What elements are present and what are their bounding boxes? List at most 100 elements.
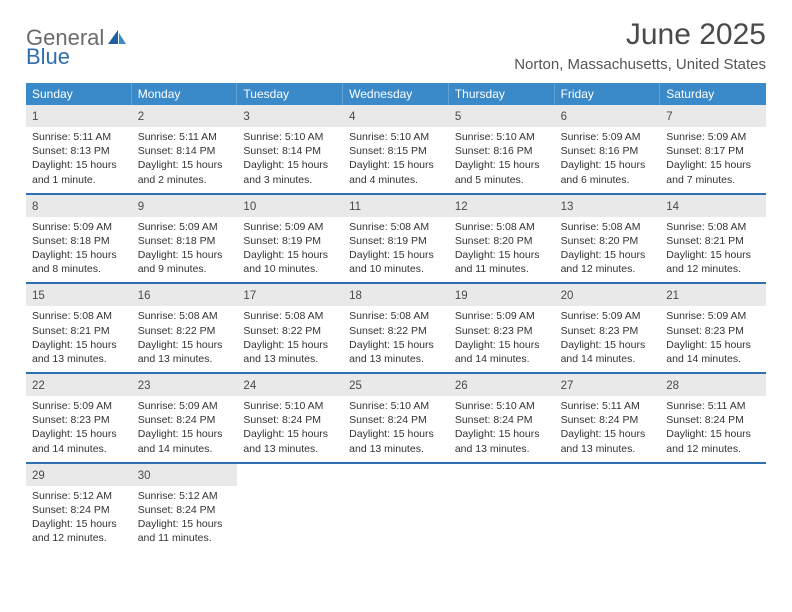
page-subtitle: Norton, Massachusetts, United States (514, 56, 766, 73)
sunset-line: Sunset: 8:19 PM (243, 234, 337, 248)
daynum-row: 22 (26, 374, 132, 396)
day-number: 20 (561, 290, 574, 302)
day-cell: 30Sunrise: 5:12 AMSunset: 8:24 PMDayligh… (132, 464, 238, 552)
daynum-row: 11 (343, 195, 449, 217)
sunset-line: Sunset: 8:22 PM (349, 324, 443, 338)
day-cell: 16Sunrise: 5:08 AMSunset: 8:22 PMDayligh… (132, 284, 238, 372)
sunset-line: Sunset: 8:17 PM (666, 144, 760, 158)
daynum-row: 15 (26, 284, 132, 306)
daylight-line: Daylight: 15 hours and 12 minutes. (561, 248, 655, 276)
day-cell: 20Sunrise: 5:09 AMSunset: 8:23 PMDayligh… (555, 284, 661, 372)
day-cell: 24Sunrise: 5:10 AMSunset: 8:24 PMDayligh… (237, 374, 343, 462)
daylight-line: Daylight: 15 hours and 12 minutes. (32, 517, 126, 545)
dayhead-monday: Monday (132, 83, 238, 105)
daylight-line: Daylight: 15 hours and 13 minutes. (455, 427, 549, 455)
sunset-line: Sunset: 8:24 PM (666, 413, 760, 427)
daynum-row: 26 (449, 374, 555, 396)
daylight-line: Daylight: 15 hours and 11 minutes. (138, 517, 232, 545)
daynum-row: 17 (237, 284, 343, 306)
day-number: 12 (455, 201, 468, 213)
day-cell: 3Sunrise: 5:10 AMSunset: 8:14 PMDaylight… (237, 105, 343, 193)
sunset-line: Sunset: 8:14 PM (138, 144, 232, 158)
day-cell (555, 464, 661, 552)
daynum-row: 30 (132, 464, 238, 486)
daynum-row: 10 (237, 195, 343, 217)
day-cell (660, 464, 766, 552)
sunrise-line: Sunrise: 5:09 AM (138, 399, 232, 413)
day-cell: 11Sunrise: 5:08 AMSunset: 8:19 PMDayligh… (343, 195, 449, 283)
daynum-row: 7 (660, 105, 766, 127)
daynum-row: 1 (26, 105, 132, 127)
day-cell: 14Sunrise: 5:08 AMSunset: 8:21 PMDayligh… (660, 195, 766, 283)
day-cell: 22Sunrise: 5:09 AMSunset: 8:23 PMDayligh… (26, 374, 132, 462)
daylight-line: Daylight: 15 hours and 4 minutes. (349, 158, 443, 186)
sunrise-line: Sunrise: 5:09 AM (138, 220, 232, 234)
day-number: 5 (455, 111, 461, 123)
daynum-row: 4 (343, 105, 449, 127)
daynum-row: 25 (343, 374, 449, 396)
day-cell: 7Sunrise: 5:09 AMSunset: 8:17 PMDaylight… (660, 105, 766, 193)
sunrise-line: Sunrise: 5:09 AM (666, 309, 760, 323)
brand-part2-wrap: Blue (26, 44, 70, 70)
day-cell: 15Sunrise: 5:08 AMSunset: 8:21 PMDayligh… (26, 284, 132, 372)
sunset-line: Sunset: 8:16 PM (455, 144, 549, 158)
sunrise-line: Sunrise: 5:08 AM (561, 220, 655, 234)
sunset-line: Sunset: 8:24 PM (243, 413, 337, 427)
day-cell: 5Sunrise: 5:10 AMSunset: 8:16 PMDaylight… (449, 105, 555, 193)
daylight-line: Daylight: 15 hours and 13 minutes. (138, 338, 232, 366)
sunrise-line: Sunrise: 5:10 AM (349, 130, 443, 144)
daylight-line: Daylight: 15 hours and 12 minutes. (666, 248, 760, 276)
sunset-line: Sunset: 8:22 PM (243, 324, 337, 338)
daylight-line: Daylight: 15 hours and 6 minutes. (561, 158, 655, 186)
sunset-line: Sunset: 8:15 PM (349, 144, 443, 158)
brand-part2: Blue (26, 44, 70, 69)
weeks-container: 1Sunrise: 5:11 AMSunset: 8:13 PMDaylight… (26, 105, 766, 551)
daynum-row: 14 (660, 195, 766, 217)
sunset-line: Sunset: 8:24 PM (561, 413, 655, 427)
day-cell: 6Sunrise: 5:09 AMSunset: 8:16 PMDaylight… (555, 105, 661, 193)
title-block: June 2025 Norton, Massachusetts, United … (514, 18, 766, 73)
sunset-line: Sunset: 8:24 PM (349, 413, 443, 427)
sunrise-line: Sunrise: 5:08 AM (455, 220, 549, 234)
day-cell (449, 464, 555, 552)
day-number: 18 (349, 290, 362, 302)
sunrise-line: Sunrise: 5:10 AM (349, 399, 443, 413)
day-number: 1 (32, 111, 38, 123)
daynum-row: 28 (660, 374, 766, 396)
day-number: 29 (32, 470, 45, 482)
daynum-row: 13 (555, 195, 661, 217)
day-cell: 23Sunrise: 5:09 AMSunset: 8:24 PMDayligh… (132, 374, 238, 462)
day-cell (237, 464, 343, 552)
sunset-line: Sunset: 8:19 PM (349, 234, 443, 248)
daylight-line: Daylight: 15 hours and 10 minutes. (243, 248, 337, 276)
daylight-line: Daylight: 15 hours and 12 minutes. (666, 427, 760, 455)
daylight-line: Daylight: 15 hours and 2 minutes. (138, 158, 232, 186)
sunrise-line: Sunrise: 5:09 AM (32, 399, 126, 413)
daylight-line: Daylight: 15 hours and 14 minutes. (455, 338, 549, 366)
daylight-line: Daylight: 15 hours and 13 minutes. (349, 427, 443, 455)
daylight-line: Daylight: 15 hours and 1 minute. (32, 158, 126, 186)
day-cell: 19Sunrise: 5:09 AMSunset: 8:23 PMDayligh… (449, 284, 555, 372)
sunrise-line: Sunrise: 5:09 AM (32, 220, 126, 234)
daynum-row: 3 (237, 105, 343, 127)
header: General June 2025 Norton, Massachusetts,… (26, 18, 766, 73)
day-number: 25 (349, 380, 362, 392)
sunrise-line: Sunrise: 5:10 AM (455, 130, 549, 144)
day-number: 22 (32, 380, 45, 392)
day-number: 7 (666, 111, 672, 123)
daylight-line: Daylight: 15 hours and 13 minutes. (349, 338, 443, 366)
day-cell: 26Sunrise: 5:10 AMSunset: 8:24 PMDayligh… (449, 374, 555, 462)
dayhead-row: SundayMondayTuesdayWednesdayThursdayFrid… (26, 83, 766, 105)
sunset-line: Sunset: 8:24 PM (32, 503, 126, 517)
day-cell: 17Sunrise: 5:08 AMSunset: 8:22 PMDayligh… (237, 284, 343, 372)
daynum-row: 21 (660, 284, 766, 306)
day-cell: 21Sunrise: 5:09 AMSunset: 8:23 PMDayligh… (660, 284, 766, 372)
dayhead-sunday: Sunday (26, 83, 132, 105)
sunrise-line: Sunrise: 5:09 AM (666, 130, 760, 144)
sunset-line: Sunset: 8:21 PM (666, 234, 760, 248)
dayhead-tuesday: Tuesday (237, 83, 343, 105)
sunset-line: Sunset: 8:23 PM (32, 413, 126, 427)
sunrise-line: Sunrise: 5:08 AM (349, 220, 443, 234)
week-row: 15Sunrise: 5:08 AMSunset: 8:21 PMDayligh… (26, 284, 766, 374)
sunset-line: Sunset: 8:23 PM (561, 324, 655, 338)
